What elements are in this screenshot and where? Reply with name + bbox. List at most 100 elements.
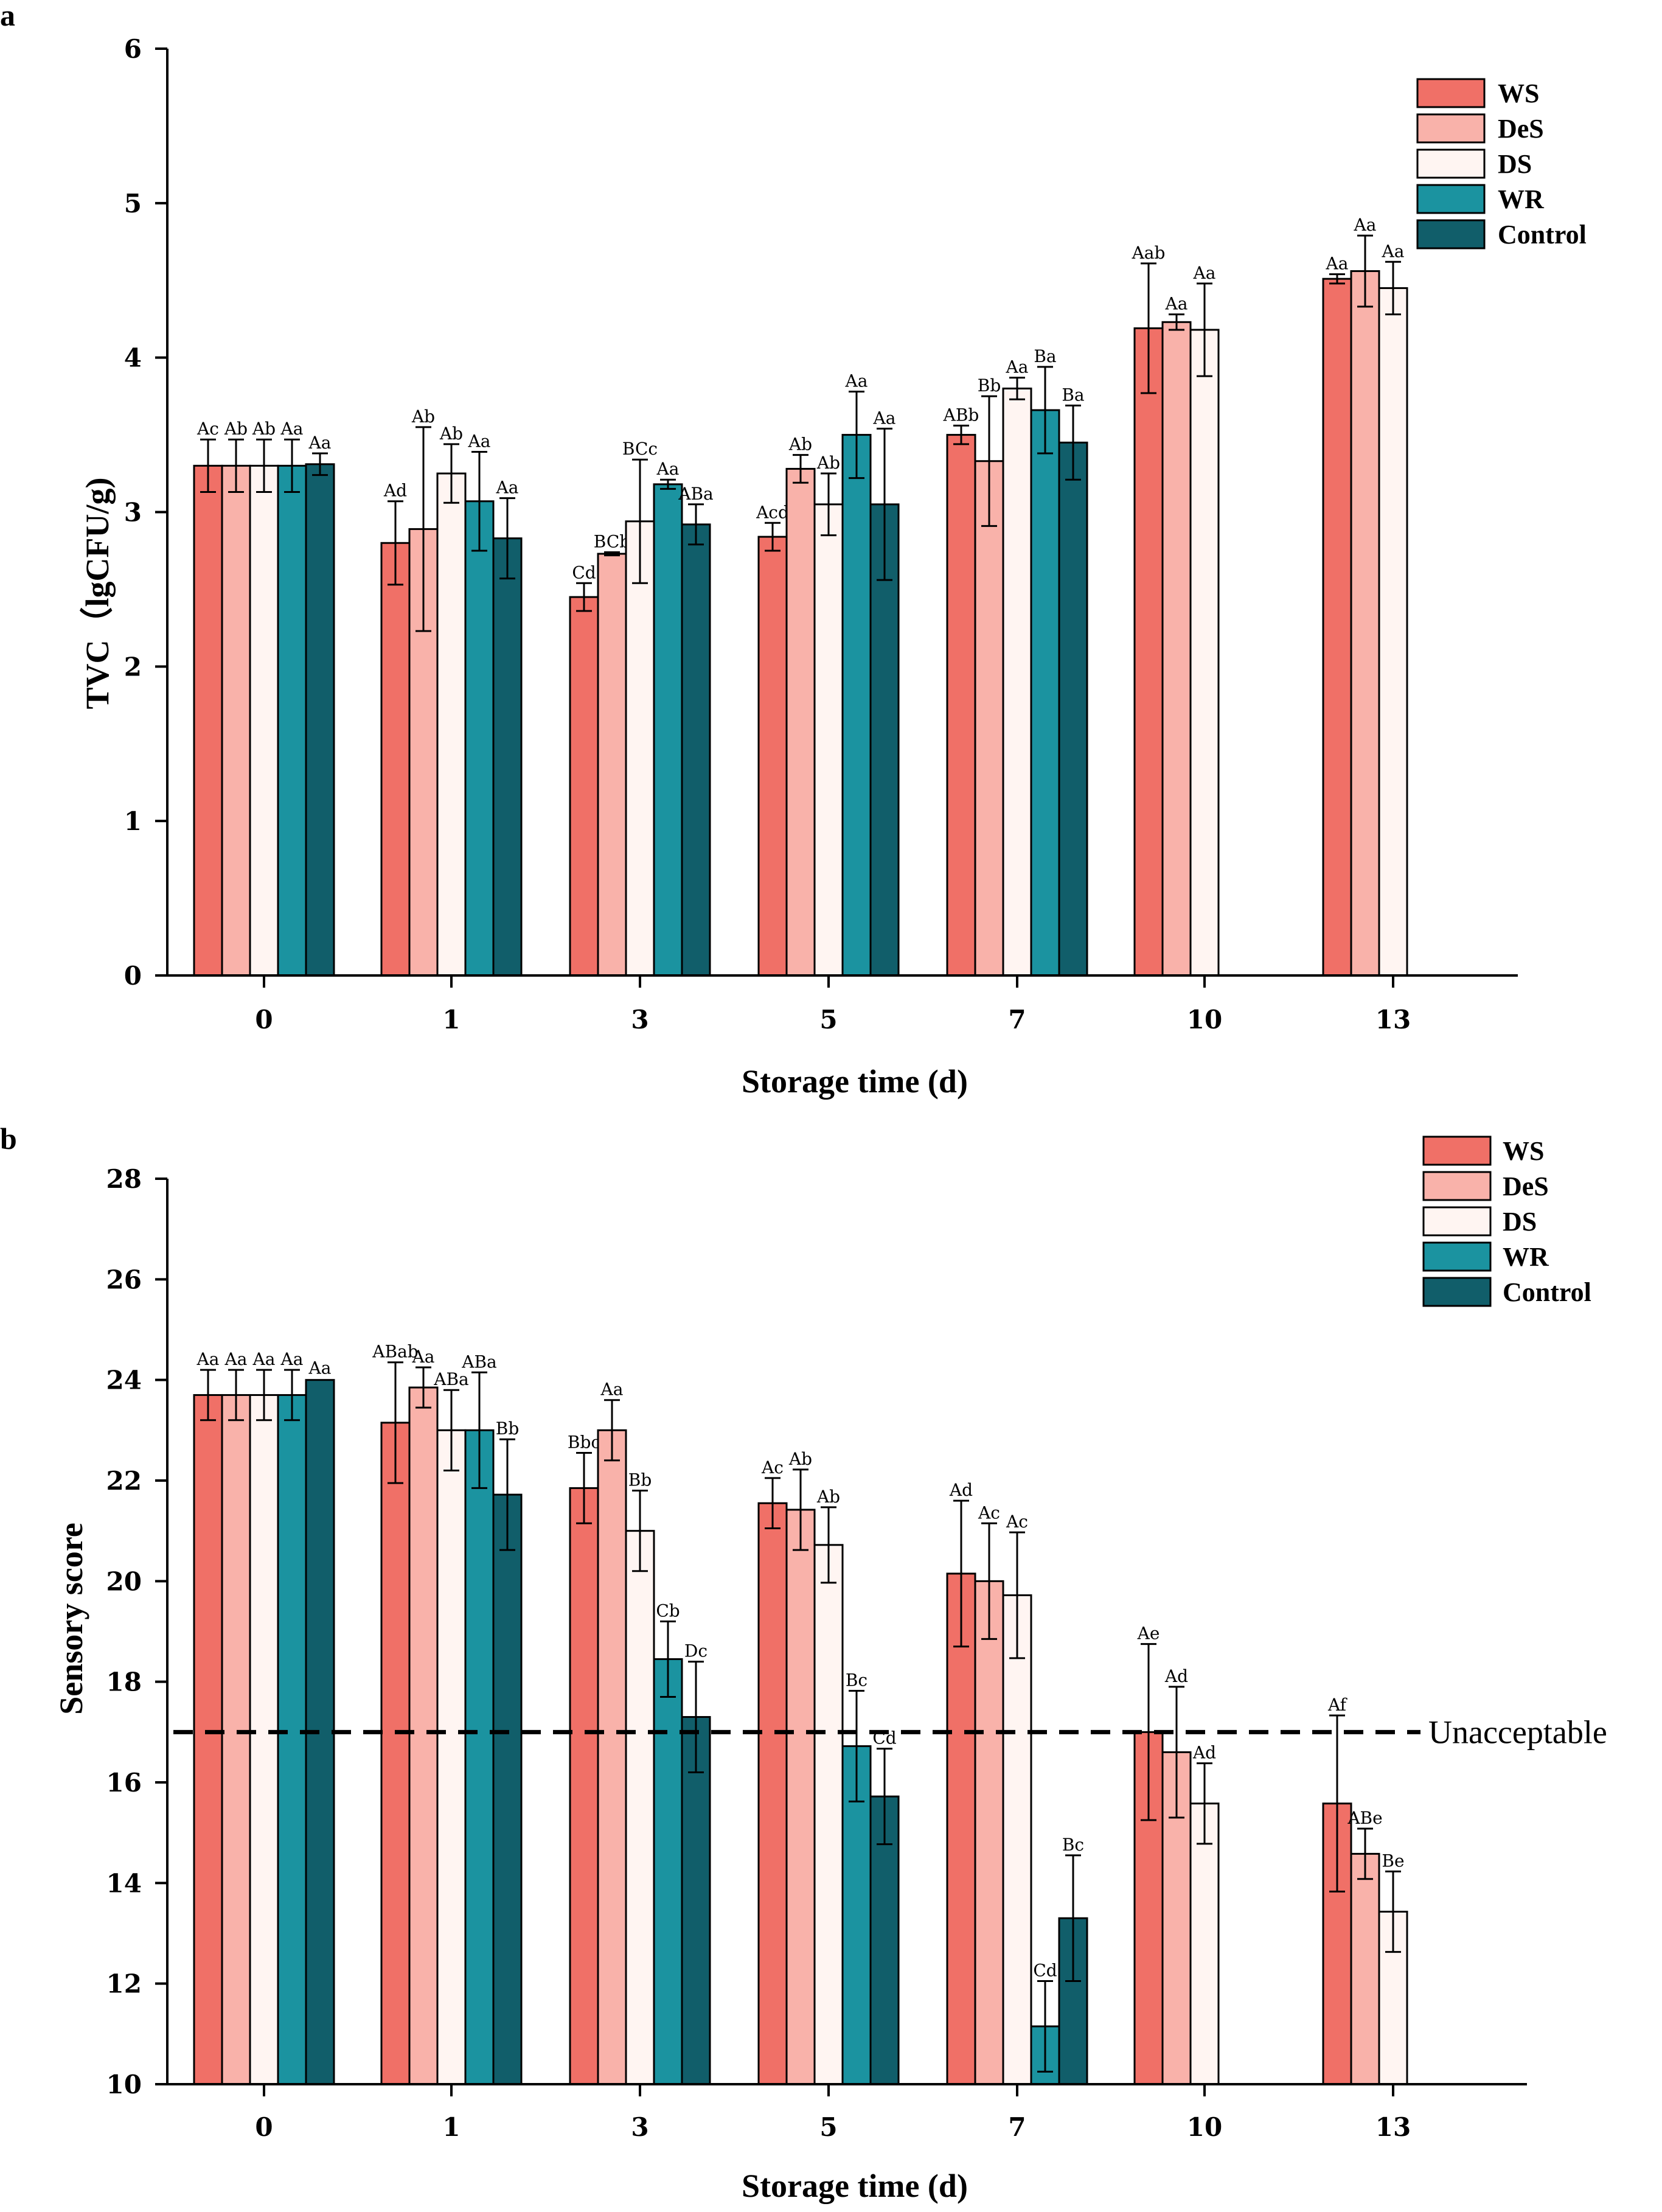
- panel-b-x-axis-title: Storage time (d): [742, 2168, 968, 2204]
- panel-b-y-axis-title: Sensory score: [53, 1523, 89, 1714]
- panel-b-bar-DS-day-0: [249, 1394, 279, 2085]
- panel-a-bar-DS-day-5: [813, 503, 844, 977]
- panel-b-bar-DS-day-1: [436, 1429, 467, 2085]
- panel-a-sig-label-WR-day-0: Aa: [280, 419, 304, 439]
- panel-b-bar-WR-day-5: [841, 1745, 872, 2085]
- panel-b-bar-DeS-day-1: [408, 1386, 439, 2085]
- panel-b-bar-DeS-day-10: [1161, 1751, 1192, 2085]
- panel-a-bar-DS-day-10: [1189, 329, 1220, 977]
- panel-a-sig-label-WS-day-13: Aa: [1326, 254, 1349, 274]
- panel-b-x-tick-label-10: 10: [1187, 2112, 1222, 2142]
- panel-b-sig-label-DS-day-5: Ab: [816, 1487, 840, 1507]
- panel-b-sig-label-WS-day-13: Af: [1327, 1695, 1348, 1715]
- panel-a-legend-label-Control: Control: [1498, 220, 1587, 249]
- panel-b-sig-label-Control-day-1: Bb: [496, 1418, 520, 1439]
- panel-a-y-tick-label-6: 6: [124, 34, 142, 64]
- panel-b-sig-label-WR-day-3: Cb: [656, 1600, 680, 1621]
- panel-b-bar-WS-day-0: [193, 1394, 223, 2085]
- panel-a-sig-label-Control-day-5: Aa: [873, 408, 896, 428]
- panel-a-sig-label-Control-day-1: Aa: [496, 478, 519, 498]
- panel-b-sig-label-WS-day-0: Aa: [196, 1349, 220, 1369]
- panel-b-sig-label-Control-day-0: Aa: [308, 1358, 332, 1378]
- panel-a-bar-DS-day-0: [249, 464, 279, 977]
- panel-b-y-tick-label-18: 18: [106, 1667, 142, 1697]
- panel-b-sig-label-DeS-day-7: Ac: [978, 1502, 1000, 1523]
- panel-b-bar-Control-day-1: [492, 1493, 523, 2085]
- panel-b-x-tick-label-1: 1: [442, 2112, 460, 2142]
- panel-a-x-tick-label-3: 3: [631, 1005, 648, 1034]
- panel-b-legend-label-DS: DS: [1503, 1207, 1537, 1237]
- panel-a-y-tick-label-5: 5: [124, 189, 142, 218]
- panel-a-sig-label-WS-day-3: Cd: [572, 562, 596, 582]
- panel-b-sig-label-WR-day-7: Cd: [1033, 1961, 1057, 1981]
- panel-b-sig-label-DeS-day-5: Ab: [788, 1449, 812, 1469]
- panel-b-sig-label-Control-day-7: Bc: [1062, 1835, 1084, 1855]
- panel-a-x-tick-label-0: 0: [255, 1005, 273, 1034]
- panel-b-bar-DS-day-5: [813, 1544, 844, 2085]
- panel-a-sig-label-DeS-day-7: Bb: [978, 375, 1001, 396]
- panel-a-sig-label-DS-day-3: BCc: [622, 439, 658, 459]
- panel-b-bar-DeS-day-7: [974, 1580, 1004, 2085]
- panel-a-bar-DeS-day-0: [221, 464, 251, 977]
- panel-a-y-axis-title: TVC（lgCFU/g): [79, 478, 116, 710]
- panel-a-bar-Control-day-7: [1058, 441, 1088, 977]
- panel-b-y-tick-label-28: 28: [106, 1164, 142, 1194]
- panel-a-bar-WS-day-0: [193, 464, 223, 977]
- panel-a-legend-swatch-WR: [1416, 184, 1486, 214]
- panel-b-x-tick-label-13: 13: [1375, 2112, 1411, 2142]
- panel-a-x-tick-label-1: 1: [442, 1005, 460, 1034]
- panel-b-legend-swatch-WS: [1422, 1136, 1492, 1166]
- panel-b-y-tick-label-26: 26: [106, 1265, 142, 1294]
- panel-b-sig-label-DS-day-7: Ac: [1006, 1512, 1028, 1532]
- panel-a-sig-label-WS-day-7: ABb: [943, 405, 979, 425]
- panel-a-bar-Control-day-1: [492, 537, 523, 977]
- panel-b-sig-label-DeS-day-0: Aa: [224, 1349, 248, 1369]
- panel-b-bar-DS-day-7: [1002, 1594, 1032, 2085]
- panel-a-bar-DS-day-3: [625, 520, 655, 977]
- panel-a-sig-label-DeS-day-0: Ab: [224, 419, 248, 439]
- panel-b-sig-label-WS-day-5: Ac: [761, 1457, 784, 1478]
- panel-a-chart: a Storage time (d) TVC（lgCFU/g) Ac Ad Cd Ac…: [0, 0, 1587, 1100]
- panel-b-sig-label-WR-day-5: Bc: [846, 1670, 868, 1690]
- panel-a-y-tick-label-0: 0: [124, 961, 142, 991]
- panel-a-bar-WS-day-3: [569, 596, 599, 977]
- panel-a-y-tick-label-3: 3: [124, 498, 142, 528]
- panel-b-bar-WS-day-1: [380, 1422, 411, 2085]
- panel-a-bar-WR-day-7: [1030, 409, 1060, 977]
- panel-b-bar-DeS-day-5: [785, 1509, 816, 2085]
- panel-a-sig-label-DS-day-10: Aa: [1193, 263, 1216, 283]
- panel-a-sig-label-DS-day-13: Aa: [1382, 241, 1405, 261]
- panel-a-y-tick-label-2: 2: [124, 652, 142, 682]
- panel-b-bar-WR-day-0: [277, 1394, 307, 2085]
- panel-b-sig-label-DeS-day-3: Aa: [600, 1380, 624, 1400]
- panel-b-bar-WS-day-3: [569, 1487, 599, 2085]
- panel-b-legend-label-Control: Control: [1503, 1277, 1591, 1307]
- panel-a-legend-swatch-DeS: [1416, 113, 1486, 144]
- panel-a-bar-Control-day-3: [681, 523, 711, 977]
- panel-b-bar-DeS-day-13: [1350, 1852, 1380, 2085]
- panel-a-bar-WR-day-3: [653, 483, 683, 977]
- panel-b-sig-label-WR-day-0: Aa: [280, 1349, 304, 1369]
- panel-a-bar-WR-day-1: [464, 500, 495, 977]
- panel-a-x-axis-title: Storage time (d): [742, 1063, 968, 1100]
- panel-a-bar-DeS-day-5: [785, 467, 816, 977]
- panel-b-y-tick-label-16: 16: [106, 1768, 142, 1798]
- panel-a-legend-label-WR: WR: [1498, 184, 1545, 214]
- panel-a-sig-label-WS-day-10: Aab: [1132, 243, 1166, 263]
- panel-a-bar-WS-day-1: [380, 542, 411, 977]
- panel-b-bar-DS-day-10: [1189, 1802, 1220, 2085]
- panel-a-sig-label-DS-day-7: Aa: [1006, 357, 1029, 377]
- panel-a-sig-label-Control-day-0: Aa: [308, 433, 332, 453]
- panel-b-label: b: [0, 1122, 17, 1156]
- panel-b-sig-label-WR-day-1: ABa: [461, 1352, 497, 1372]
- panel-a-sig-label-DS-day-1: Ab: [439, 424, 463, 444]
- panel-a-bar-WS-day-5: [757, 536, 788, 977]
- panel-a-sig-label-DeS-day-1: Ab: [411, 406, 435, 427]
- panel-b-legend-label-DeS: DeS: [1503, 1171, 1549, 1201]
- panel-a-sig-label-WR-day-1: Aa: [468, 431, 491, 452]
- panel-b-chart: b Storage time (d) Sensory score Aa ABabB…: [0, 1122, 1607, 2204]
- panel-b-sig-label-WS-day-10: Ae: [1137, 1624, 1160, 1644]
- panel-a-legend-label-DS: DS: [1498, 149, 1532, 179]
- panel-a-label: a: [0, 0, 15, 32]
- panel-b-legend-swatch-WR: [1422, 1241, 1492, 1272]
